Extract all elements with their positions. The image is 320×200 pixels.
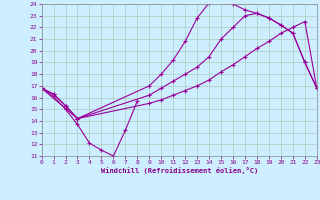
X-axis label: Windchill (Refroidissement éolien,°C): Windchill (Refroidissement éolien,°C) bbox=[100, 167, 258, 174]
